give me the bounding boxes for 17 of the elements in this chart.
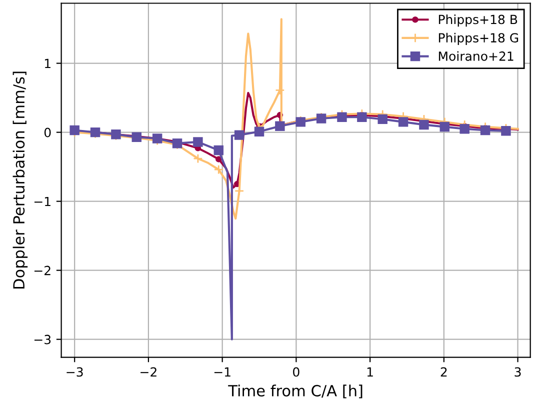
legend-label: Phipps+18 B — [438, 14, 518, 27]
y-tick-label: −1 — [34, 196, 50, 206]
y-tick-label: −3 — [34, 334, 51, 344]
x-axis-title: Time from C/A [h] — [228, 384, 362, 398]
y-tick-label: 0 — [44, 128, 51, 138]
y-tick-label: 1 — [44, 58, 50, 68]
x-tick-label: −2 — [140, 367, 156, 376]
x-tick-label: 0 — [293, 367, 300, 377]
x-tick-label: 2 — [440, 367, 447, 376]
legend-label: Phipps+18 G — [438, 32, 518, 45]
x-tick-label: 1 — [367, 367, 373, 376]
x-tick-label: −1 — [214, 367, 230, 376]
y-tick-label: −2 — [34, 266, 50, 276]
y-axis-title: Doppler Perturbation [mm/s] — [12, 72, 28, 289]
legend-label: Moirano+21 — [438, 51, 514, 61]
x-tick-label: 3 — [514, 367, 521, 377]
x-tick-label: −3 — [66, 367, 83, 377]
